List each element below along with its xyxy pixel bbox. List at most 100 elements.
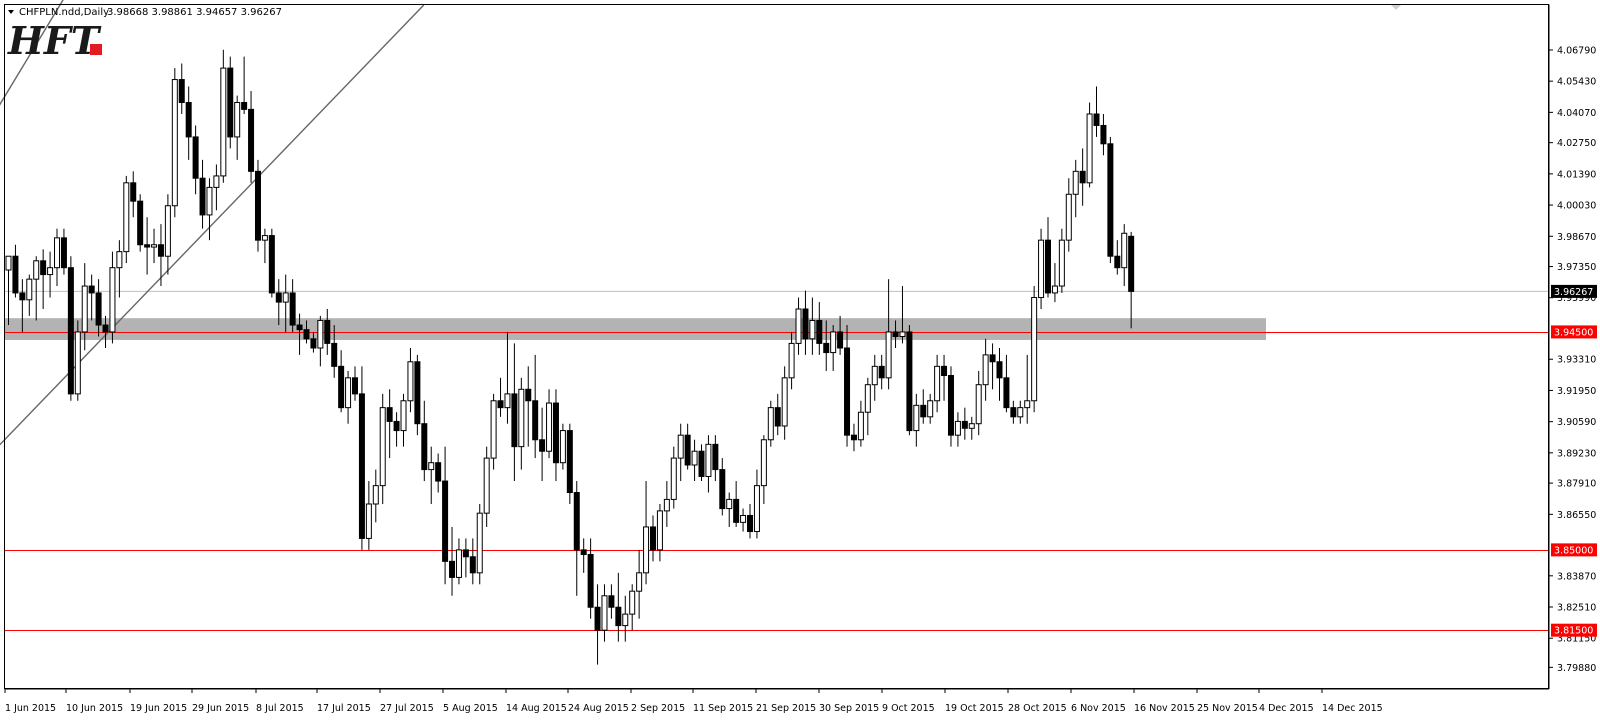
x-axis-tick-label: 28 Oct 2015: [1008, 703, 1067, 714]
candle: [1010, 400, 1017, 424]
candle: [95, 279, 102, 337]
candle: [906, 325, 913, 436]
candle: [442, 446, 449, 585]
candle-body-bearish: [1107, 143, 1114, 257]
candle: [144, 217, 151, 275]
candle-body-bullish: [559, 430, 566, 464]
candle: [546, 389, 553, 459]
candle: [747, 504, 754, 539]
candle: [199, 159, 206, 229]
candle: [587, 538, 594, 619]
candle-body-bearish: [684, 434, 691, 466]
candle: [490, 393, 497, 470]
candle: [684, 423, 691, 470]
candle: [885, 279, 892, 390]
candle-body-bearish: [608, 595, 615, 608]
candle: [60, 228, 67, 275]
candle: [324, 308, 331, 355]
shift-marker-icon[interactable]: [1391, 5, 1401, 10]
candle: [227, 56, 234, 149]
candle: [767, 400, 774, 447]
trendline[interactable]: [0, 4, 425, 465]
candle: [601, 584, 608, 642]
candle: [878, 354, 885, 390]
support-resistance-zone: [5, 318, 1266, 340]
candle: [566, 423, 573, 505]
candle-body-bearish: [1010, 407, 1017, 418]
candle: [677, 423, 684, 482]
candle-body-bullish: [1031, 297, 1038, 402]
candle: [1100, 113, 1107, 156]
candle-body-bearish: [1100, 124, 1107, 145]
candle-body-bullish: [54, 237, 61, 269]
candle-body-bullish: [982, 354, 989, 386]
candle: [449, 526, 456, 596]
candle-body-bearish: [386, 407, 393, 422]
candle: [504, 331, 511, 424]
candle-body-bullish: [1038, 239, 1045, 299]
candle: [871, 354, 878, 401]
y-axis-tick-label: 3.91950: [1557, 386, 1596, 397]
candle-body-bearish: [996, 361, 1003, 379]
candle: [54, 228, 61, 287]
candle-body-bullish: [1051, 285, 1058, 294]
candle-body-bearish: [615, 606, 622, 627]
ohlc-header: 3.98668 3.98861 3.94657 3.96267: [107, 7, 282, 18]
candle: [331, 325, 338, 378]
candle: [740, 508, 747, 532]
candle: [788, 331, 795, 390]
candle: [74, 320, 81, 401]
candle: [1079, 148, 1086, 206]
candle-body-bullish: [857, 411, 864, 441]
candle-body-bearish: [961, 420, 968, 429]
candle-body-bullish: [261, 235, 268, 241]
candle-body-bearish: [823, 342, 830, 354]
candle-body-bearish: [40, 260, 47, 276]
x-axis-tick-label: 11 Sep 2015: [693, 703, 753, 714]
candle-body-bullish: [670, 457, 677, 500]
candle: [837, 315, 844, 355]
candle-body-bullish: [372, 485, 379, 505]
candle-body-bullish: [781, 377, 788, 427]
candle-body-bullish: [151, 244, 158, 248]
candle: [1128, 231, 1135, 329]
dropdown-triangle-icon[interactable]: [8, 10, 14, 14]
candle: [67, 256, 74, 401]
candle-body-bearish: [268, 235, 275, 294]
candle: [996, 347, 1003, 401]
candle: [954, 412, 961, 447]
candle-body-bullish: [476, 512, 483, 574]
candle: [719, 458, 726, 516]
y-axis-tick-label: 3.93310: [1557, 355, 1596, 366]
candle: [400, 393, 407, 447]
candle: [338, 350, 345, 413]
y-axis-tick-label: 3.95990: [1557, 293, 1596, 304]
x-axis-tick-label: 25 Nov 2015: [1197, 703, 1258, 714]
candle-body-bullish: [47, 267, 54, 276]
candle-body-bullish: [954, 420, 961, 436]
candle: [282, 274, 289, 332]
candle-body-bearish: [137, 200, 144, 246]
candle-body-bearish: [747, 514, 754, 533]
candle: [185, 86, 192, 160]
candle-body-bullish: [871, 365, 878, 386]
candle: [643, 481, 650, 585]
x-axis-tick-label: 14 Aug 2015: [506, 703, 567, 714]
candle: [892, 320, 899, 348]
candle: [164, 194, 171, 275]
candle: [968, 416, 975, 440]
candle-body-bearish: [421, 423, 428, 471]
candle: [213, 164, 220, 211]
candle-body-bearish: [941, 365, 948, 377]
candle-body-bearish: [414, 361, 421, 425]
candle-body-bearish: [442, 480, 449, 562]
candle: [656, 504, 663, 562]
candle-body-bearish: [539, 439, 546, 452]
x-axis-tick-label: 27 Jul 2015: [380, 703, 434, 714]
candle-body-bullish: [643, 526, 650, 574]
candle: [816, 302, 823, 355]
trendline[interactable]: [0, 0, 105, 137]
candle-body-bearish: [878, 365, 885, 379]
candle: [649, 515, 656, 562]
